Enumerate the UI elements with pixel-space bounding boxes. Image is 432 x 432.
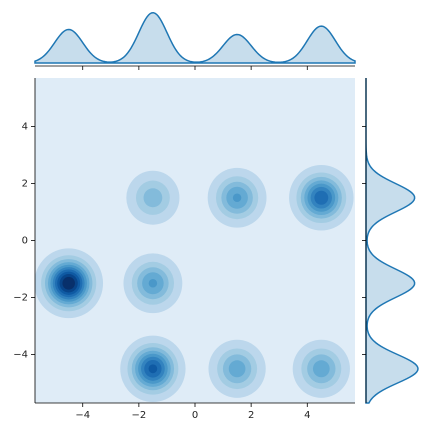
kde-contour <box>228 360 246 378</box>
kde-contour <box>62 276 75 290</box>
x-tick-label: −4 <box>75 410 90 421</box>
y-tick-label: 2 <box>22 178 28 189</box>
kde-contour <box>148 278 158 288</box>
x-tick-label: 4 <box>304 410 310 421</box>
x-tick-label: −2 <box>131 410 146 421</box>
x-tick-label: 2 <box>248 410 254 421</box>
marginal-y-density <box>365 78 419 404</box>
x-tick-label: 0 <box>192 410 198 421</box>
kde-contour <box>143 188 163 208</box>
kde-contour <box>232 193 242 203</box>
y-tick-label: 4 <box>22 121 28 132</box>
kde-contour <box>148 364 158 374</box>
y-tick-label: −2 <box>13 293 28 304</box>
plot-area <box>35 78 355 403</box>
marginal-x-density <box>34 11 356 64</box>
kde-contour <box>314 190 329 205</box>
kde-contour <box>312 360 330 378</box>
y-tick-label: 0 <box>22 236 28 247</box>
y-tick-label: −4 <box>13 350 28 361</box>
